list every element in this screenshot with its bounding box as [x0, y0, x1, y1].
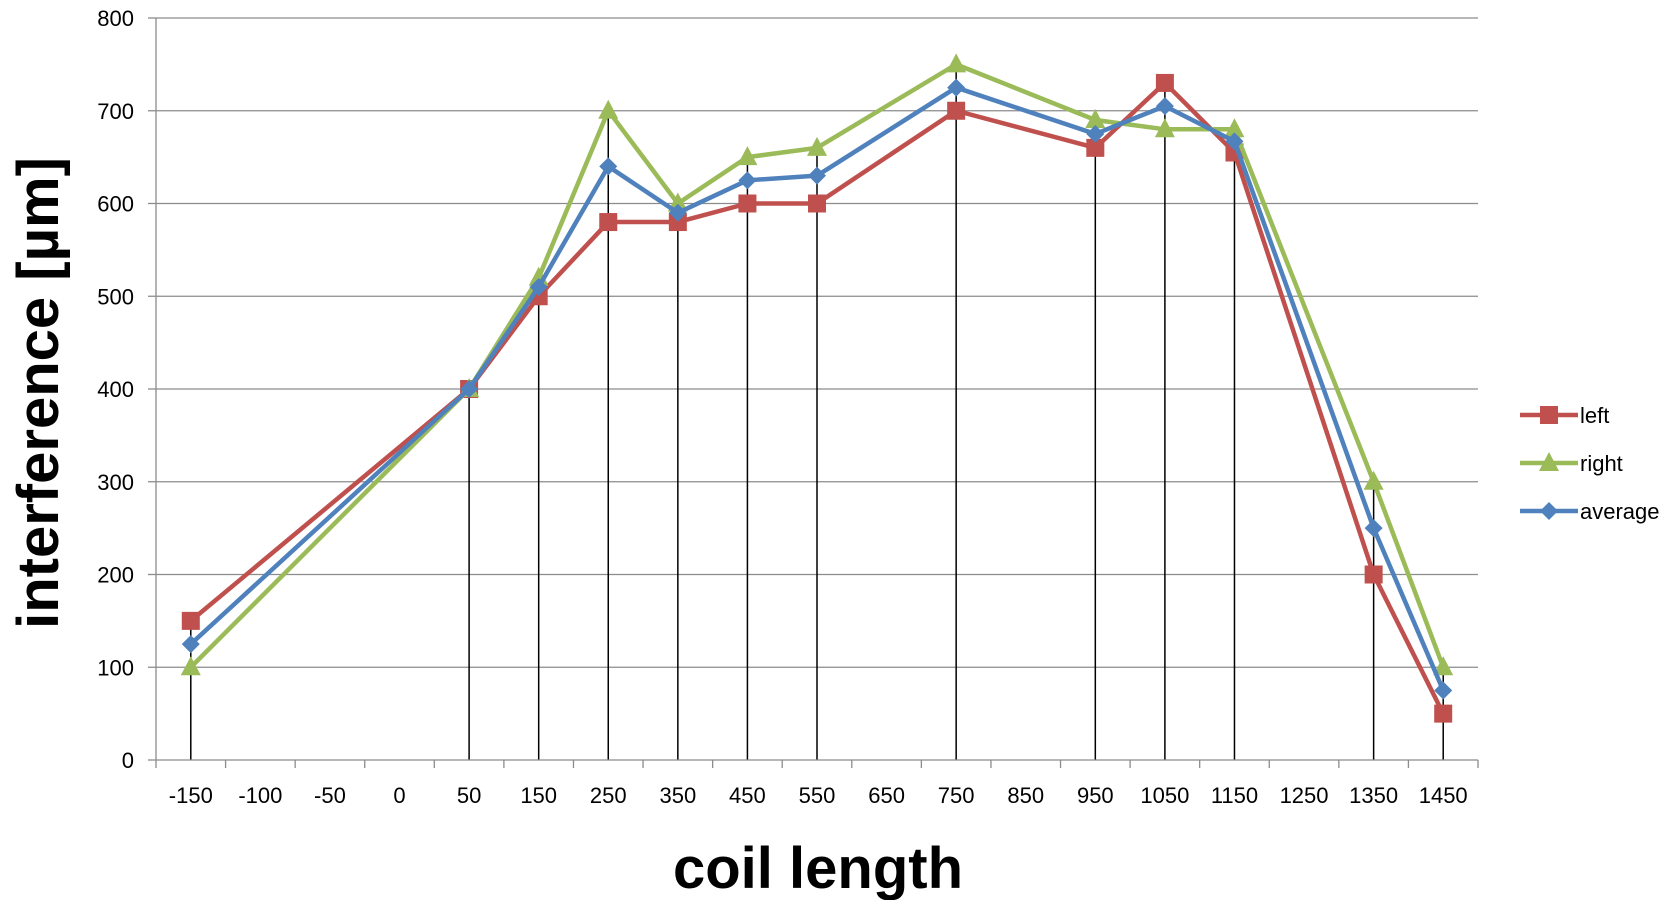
marker-diamond	[1225, 132, 1244, 151]
legend-label: average	[1580, 499, 1660, 524]
y-tick-label: 300	[97, 470, 134, 495]
marker-triangle	[1433, 656, 1454, 676]
legend-label: right	[1580, 451, 1623, 476]
y-tick-label: 800	[97, 6, 134, 31]
y-tick-label: 600	[97, 192, 134, 217]
marker-diamond	[1540, 502, 1558, 520]
y-axis-ticks: 0 100 200 300 400 500 600 700 800	[97, 6, 156, 773]
marker-triangle	[737, 146, 758, 166]
marker-triangle	[1363, 470, 1384, 490]
x-tick-label: 50	[457, 783, 481, 808]
marker-square	[1155, 73, 1174, 92]
y-tick-label: 100	[97, 655, 134, 680]
x-tick-label: 350	[659, 783, 696, 808]
x-axis-ticks: -150 -100 -50 0 50 150 250 350 450 550 650 750 850 95…	[155, 760, 1479, 808]
legend-label: left	[1580, 403, 1609, 428]
marker-square	[808, 194, 826, 213]
marker-diamond	[947, 78, 966, 97]
x-tick-label: 1050	[1140, 783, 1189, 808]
marker-diamond	[1364, 519, 1383, 538]
x-tick-label: -150	[169, 783, 213, 808]
x-tick-label: 750	[938, 783, 975, 808]
y-tick-label: 500	[97, 284, 134, 309]
x-tick-label: 850	[1007, 783, 1044, 808]
x-tick-label: 250	[590, 783, 627, 808]
marker-triangle	[598, 99, 619, 119]
marker-triangle	[1154, 118, 1175, 138]
marker-square	[1434, 704, 1453, 723]
y-tick-label: 400	[97, 377, 134, 402]
marker-diamond	[738, 171, 757, 190]
marker-triangle	[1224, 118, 1245, 138]
y-tick-label: 700	[97, 99, 134, 124]
y-tick-label: 0	[122, 748, 134, 773]
marker-diamond	[1086, 124, 1105, 143]
x-tick-label: 450	[729, 783, 766, 808]
marker-square	[599, 213, 618, 232]
legend-item-average: average	[1520, 499, 1660, 524]
marker-diamond	[181, 635, 200, 654]
marker-diamond	[1155, 97, 1174, 116]
x-tick-label: 650	[868, 783, 905, 808]
marker-square	[1540, 406, 1558, 424]
x-tick-label: 1250	[1280, 783, 1329, 808]
marker-diamond	[668, 203, 687, 222]
x-tick-label: 150	[520, 783, 557, 808]
marker-square	[947, 101, 966, 120]
x-tick-label: 550	[799, 783, 836, 808]
series-average	[181, 78, 1453, 700]
legend-item-left: left	[1520, 403, 1609, 428]
marker-square	[668, 213, 687, 232]
marker-triangle	[180, 656, 201, 676]
series-group	[180, 53, 1454, 723]
marker-square	[1364, 565, 1383, 584]
marker-diamond	[529, 277, 548, 296]
marker-diamond	[808, 166, 826, 185]
marker-square	[1086, 138, 1105, 157]
marker-diamond	[460, 380, 479, 398]
y-tick-label: 200	[97, 563, 134, 588]
y-axis-title: interference [µm]	[6, 157, 71, 629]
x-tick-label: -100	[238, 783, 282, 808]
marker-triangle	[807, 136, 827, 156]
legend-item-right: right	[1520, 451, 1623, 476]
marker-square	[738, 194, 757, 213]
marker-diamond	[599, 157, 618, 176]
x-axis-title: coil length	[673, 836, 963, 900]
x-tick-label: 1450	[1419, 783, 1468, 808]
x-tick-label: -50	[314, 783, 346, 808]
marker-square	[181, 611, 200, 630]
marker-diamond	[1434, 681, 1453, 700]
marker-triangle	[1539, 452, 1559, 471]
legend: left right average	[1520, 403, 1660, 524]
x-tick-label: 1350	[1349, 783, 1398, 808]
x-tick-label: 950	[1077, 783, 1114, 808]
x-tick-label: 0	[393, 783, 405, 808]
marker-triangle	[1085, 109, 1106, 129]
x-tick-label: 1150	[1211, 783, 1258, 808]
marker-triangle	[946, 53, 967, 73]
